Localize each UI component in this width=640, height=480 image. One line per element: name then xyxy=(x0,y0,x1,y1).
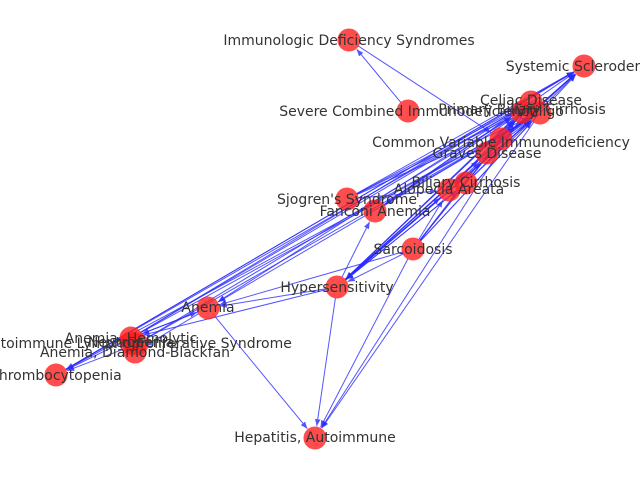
edge-scid-to-ids xyxy=(356,48,402,103)
node-hyper[interactable] xyxy=(325,275,349,299)
node-label-bc: Biliary Cirrhosis xyxy=(412,175,521,191)
edge-hyper-to-ahemo xyxy=(142,289,327,337)
node-label-ahemo: Anemia, Hemolytic xyxy=(65,331,198,347)
node-label-fanconi: Fanconi Anemia xyxy=(320,204,431,220)
node-label-hyper: Hypersensitivity xyxy=(280,280,393,296)
labels-layer: Immunologic Deficiency Syndromes Systemic… xyxy=(0,33,640,446)
node-label-scid: Severe Combined Immunodeficiency xyxy=(279,104,537,120)
node-vitiligo[interactable] xyxy=(528,101,552,125)
edge-sarcoid-to-aa xyxy=(418,199,444,240)
edge-thrombo-to-celiac xyxy=(65,107,521,370)
edge-anemia-to-hepatitis xyxy=(214,316,308,430)
node-label-cvid: Common Variable Immunodeficiency xyxy=(372,135,630,151)
edge-anemia-to-adb xyxy=(145,313,199,347)
edges-layer xyxy=(65,45,577,430)
edge-vitiligo-to-hepatitis xyxy=(321,121,535,429)
node-ids[interactable] xyxy=(337,28,361,52)
edge-ids-to-cvid xyxy=(357,45,492,133)
node-label-aa: Alopecia Areata xyxy=(394,182,504,198)
node-anemia[interactable] xyxy=(196,296,220,320)
edge-sarcoid-to-hyper xyxy=(347,253,404,283)
edge-fanconi-to-celiac xyxy=(383,108,522,206)
edge-sjogren-to-aa xyxy=(357,188,438,199)
node-ss[interactable] xyxy=(572,54,596,78)
node-hepatitis[interactable] xyxy=(303,426,327,450)
edge-ahemo-to-thrombo xyxy=(66,342,122,371)
edge-sjogren-to-ss xyxy=(356,71,574,195)
edge-bc-to-hyper xyxy=(346,189,458,280)
node-label-hepatitis: Hepatitis, Autoimmune xyxy=(234,430,396,446)
node-label-neutropenia: Neutropenia xyxy=(88,335,174,351)
node-label-ss: Systemic Scleroderma xyxy=(506,59,640,75)
node-label-alps: Autoimmune Lymphoproliferative Syndrome xyxy=(0,336,292,352)
nodes-layer xyxy=(44,28,596,450)
edge-celiac-to-hepatitis xyxy=(321,110,526,429)
edge-hyper-to-hepatitis xyxy=(314,297,336,427)
node-sarcoid[interactable] xyxy=(401,237,425,261)
node-label-ids: Immunologic Deficiency Syndromes xyxy=(223,33,474,49)
node-adb[interactable] xyxy=(123,340,147,364)
edge-ss-to-thrombo xyxy=(66,71,575,370)
node-aa[interactable] xyxy=(437,178,461,202)
edge-thrombo-to-vitiligo xyxy=(65,118,530,371)
node-thrombo[interactable] xyxy=(44,363,68,387)
edge-sarcoid-to-anemia xyxy=(219,251,403,306)
node-label-anemia: Anemia xyxy=(181,300,234,316)
node-fanconi[interactable] xyxy=(363,199,387,223)
edge-anemia-to-ahemo xyxy=(141,311,198,335)
node-label-pbc: Primary Biliary Cirrhosis xyxy=(438,102,606,118)
edge-sarcoid-to-hepatitis xyxy=(320,258,409,428)
node-label-adb: Anemia, Diamond-Blackfan xyxy=(40,345,230,361)
node-label-celiac: Celiac Disease xyxy=(480,93,582,109)
node-label-vitiligo: Vitiligo xyxy=(516,104,564,120)
node-scid[interactable] xyxy=(396,99,420,123)
node-sjogren[interactable] xyxy=(335,187,359,211)
edge-sjogren-to-pbc xyxy=(356,116,512,195)
node-label-sarcoid: Sarcoidosis xyxy=(374,242,453,258)
node-cvid[interactable] xyxy=(489,127,513,151)
node-label-thrombo: Thrombocytopenia xyxy=(0,368,122,384)
edge-alps-to-thrombo xyxy=(67,347,127,372)
edge-hyper-to-anemia xyxy=(219,288,327,308)
edge-cvid-to-hyper xyxy=(345,145,494,280)
node-label-graves: Graves Disease xyxy=(433,146,542,162)
node-graves[interactable] xyxy=(475,141,499,165)
node-label-sjogren: Sjogren's Syndrome xyxy=(277,192,417,208)
